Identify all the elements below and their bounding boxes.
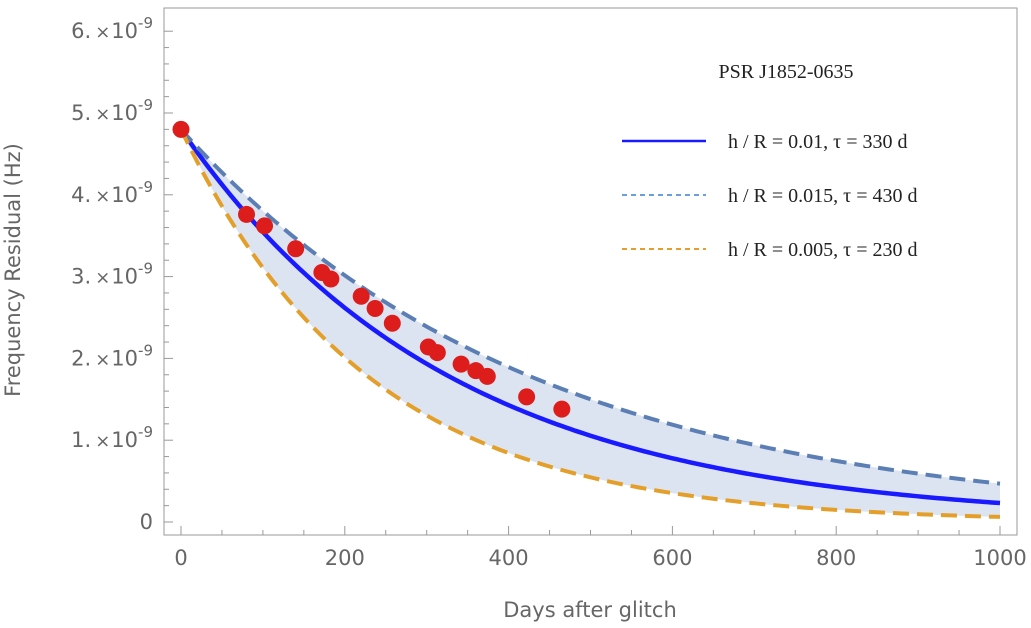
data-point bbox=[366, 300, 384, 318]
data-point bbox=[322, 270, 340, 288]
data-points-layer bbox=[172, 120, 571, 418]
legend: h / R = 0.01, τ = 330 d h / R = 0.015, τ … bbox=[622, 131, 918, 261]
y-tick-label: 0 bbox=[140, 510, 153, 534]
data-point bbox=[287, 240, 305, 258]
x-tick-label: 1000 bbox=[973, 546, 1026, 570]
y-axis-ticks: 0 1. ×10-9 2. ×10-9 3. ×10-9 4. ×10-9 5. ×10-9 6. ×1… bbox=[71, 14, 173, 534]
y-tick-label: 2. ×10-9 bbox=[71, 341, 153, 370]
series-layer bbox=[179, 128, 1001, 519]
y-tick-label: 4. ×10-9 bbox=[71, 178, 153, 207]
x-tick-label: 400 bbox=[489, 546, 529, 570]
y-tick-label: 1. ×10-9 bbox=[71, 423, 153, 452]
pulsar-annotation: PSR J1852-0635 bbox=[718, 61, 853, 83]
y-tick-label: 6. ×10-9 bbox=[71, 14, 153, 43]
data-point bbox=[352, 287, 370, 305]
series-line-1 bbox=[179, 128, 1001, 506]
y-tick-label: 3. ×10-9 bbox=[71, 260, 153, 289]
confidence-band-layer bbox=[181, 129, 1000, 517]
data-point bbox=[478, 367, 496, 385]
y-axis-title: Frequency Residual (Hz) bbox=[1, 143, 25, 397]
x-tick-label: 0 bbox=[174, 546, 187, 570]
x-axis-ticks: 0 200 400 600 800 1000 bbox=[174, 526, 1027, 570]
confidence-band bbox=[181, 129, 1000, 517]
data-point bbox=[452, 355, 470, 373]
series-line-2 bbox=[179, 128, 1001, 486]
legend-label: h / R = 0.01, τ = 330 d bbox=[728, 131, 908, 153]
data-point bbox=[238, 205, 256, 223]
data-point bbox=[383, 314, 401, 332]
data-point bbox=[256, 217, 274, 235]
series-line-3 bbox=[179, 128, 1001, 519]
x-tick-label: 800 bbox=[816, 546, 856, 570]
x-tick-label: 200 bbox=[325, 546, 365, 570]
data-point bbox=[553, 400, 571, 418]
legend-label: h / R = 0.015, τ = 430 d bbox=[728, 185, 918, 207]
data-point bbox=[172, 120, 190, 138]
x-tick-label: 600 bbox=[652, 546, 692, 570]
data-point bbox=[518, 388, 536, 406]
x-axis-title: Days after glitch bbox=[503, 598, 677, 622]
legend-label: h / R = 0.005, τ = 230 d bbox=[728, 239, 918, 261]
data-point bbox=[428, 344, 446, 362]
y-tick-label: 5. ×10-9 bbox=[71, 96, 153, 125]
